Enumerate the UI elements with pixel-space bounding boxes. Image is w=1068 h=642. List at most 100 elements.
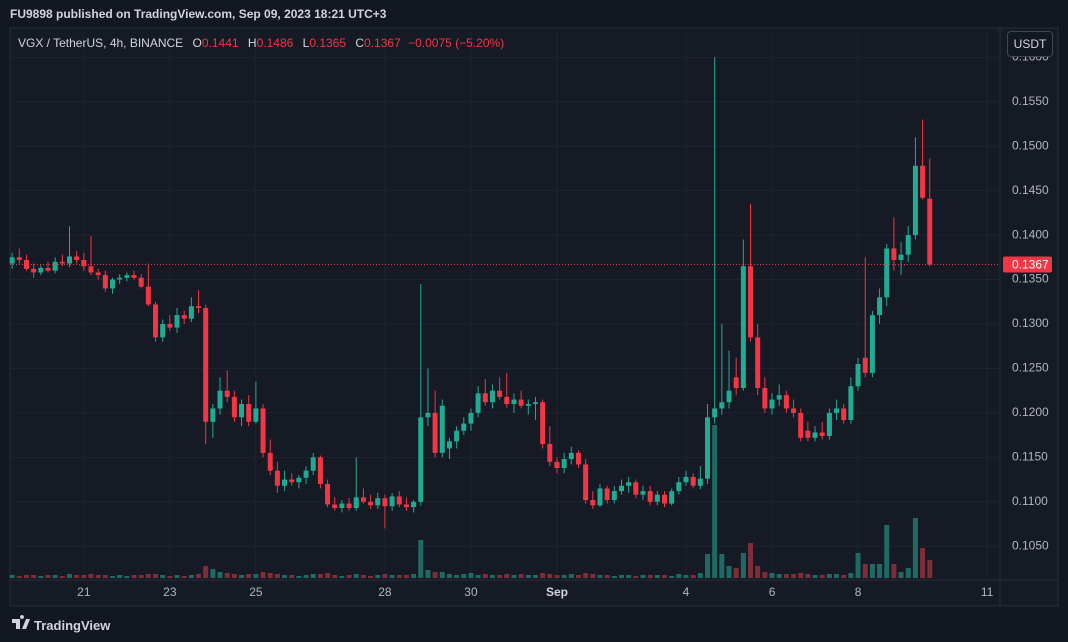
currency-button[interactable]: USDT <box>1007 31 1053 57</box>
candle-body <box>160 324 166 338</box>
candle-body <box>74 256 80 260</box>
candle-body <box>869 315 875 373</box>
candle-body <box>45 268 51 271</box>
volume-pane <box>9 425 933 578</box>
candle-body <box>489 390 495 403</box>
x-tick-label: 6 <box>769 585 776 599</box>
tv-logo <box>12 615 30 629</box>
candle-body <box>102 275 108 289</box>
volume-bar <box>812 575 818 578</box>
candle-body <box>654 494 660 502</box>
volume-bar <box>274 574 280 578</box>
volume-bar <box>52 575 58 578</box>
candle-body <box>783 395 789 409</box>
candle-body <box>669 491 675 504</box>
high-value: 0.1486 <box>256 36 294 50</box>
y-tick-label: 0.1300 <box>1012 316 1049 330</box>
candle-body <box>246 404 252 422</box>
candle-body <box>253 408 259 422</box>
volume-bar <box>489 575 495 578</box>
last-price-label: 0.1367 <box>1012 258 1049 272</box>
volume-bar <box>640 575 646 578</box>
volume-bar <box>783 574 789 578</box>
candle-body <box>662 494 668 504</box>
candle-body <box>568 452 574 460</box>
volume-bar <box>676 574 682 578</box>
open-value: 0.1441 <box>201 36 239 50</box>
volume-bar <box>862 564 868 578</box>
y-tick-label: 0.1050 <box>1012 538 1049 552</box>
volume-bar <box>755 566 761 578</box>
candle-body <box>403 504 409 508</box>
candle-body <box>927 198 933 265</box>
volume-bar <box>153 574 159 578</box>
candle-body <box>317 457 323 484</box>
volume-bar <box>740 553 746 578</box>
candle-body <box>826 412 832 436</box>
candle-body <box>905 235 911 255</box>
volume-bar <box>748 543 754 578</box>
candles <box>9 57 933 529</box>
candle-body <box>260 408 266 453</box>
candle-body <box>9 257 15 264</box>
volume-bar <box>9 575 15 578</box>
volume-bar <box>167 576 173 578</box>
volume-bar <box>110 576 116 578</box>
volume-bar <box>504 574 510 578</box>
volume-bar <box>834 574 840 578</box>
y-tick-label: 0.1250 <box>1012 361 1049 375</box>
volume-bar <box>224 573 230 578</box>
x-tick-label: 8 <box>855 585 862 599</box>
volume-bar <box>855 553 861 578</box>
volume-bar <box>418 540 424 578</box>
volume-bar <box>23 575 29 578</box>
candle-body <box>547 444 553 462</box>
volume-bar <box>203 566 209 578</box>
volume-bar <box>67 574 73 578</box>
candle-body <box>353 497 359 508</box>
volume-bar <box>181 576 187 578</box>
volume-bar <box>805 574 811 578</box>
candle-body <box>518 399 524 406</box>
x-tick-label: 21 <box>77 585 91 599</box>
candle-body <box>325 484 331 505</box>
volume-bar <box>819 575 825 578</box>
volume-bar <box>726 566 732 578</box>
candle-body <box>339 503 345 508</box>
volume-bar <box>905 568 911 578</box>
volume-bar <box>160 575 166 578</box>
candle-body <box>23 260 29 269</box>
volume-bar <box>439 572 445 578</box>
volume-bar <box>798 573 804 578</box>
candle-body <box>31 268 37 273</box>
y-tick-label: 0.1150 <box>1012 450 1048 464</box>
candle-body <box>855 364 861 387</box>
candle-body <box>791 408 797 413</box>
candle-body <box>812 432 818 438</box>
candle-body <box>755 337 761 388</box>
candle-body <box>117 277 123 280</box>
volume-bar <box>884 525 890 578</box>
volume-bar <box>267 573 273 578</box>
y-tick-label: 0.1100 <box>1012 494 1048 508</box>
volume-bar <box>188 575 194 578</box>
candle-body <box>303 470 309 478</box>
volume-bar <box>461 574 467 578</box>
candle-body <box>88 266 94 273</box>
volume-bar <box>74 575 80 578</box>
y-tick-label: 0.1550 <box>1012 94 1049 108</box>
candle-body <box>267 452 273 471</box>
volume-bar <box>532 575 538 578</box>
candle-body <box>482 393 488 403</box>
candle-body <box>776 395 782 400</box>
candle-body <box>375 498 381 506</box>
volume-bar <box>826 574 832 578</box>
candle-body <box>590 500 596 506</box>
volume-bar <box>353 574 359 578</box>
volume-bar <box>217 572 223 578</box>
high-label: H <box>247 36 257 50</box>
volume-bar <box>339 576 345 578</box>
y-tick-label: 0.1400 <box>1012 227 1049 241</box>
